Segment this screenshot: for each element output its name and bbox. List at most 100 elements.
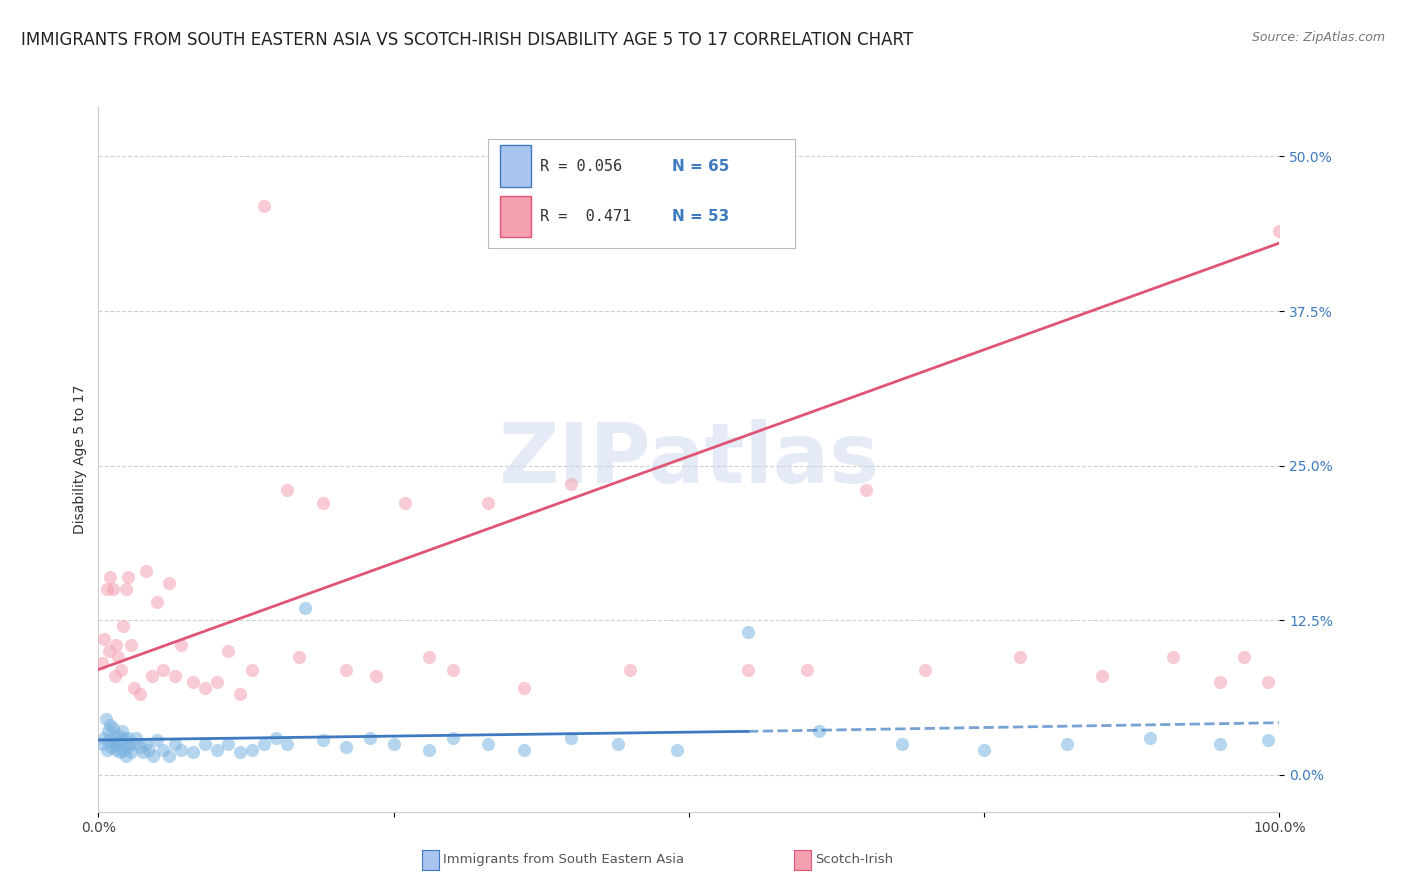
Point — [110, 663, 132, 677]
Point — [112, 731, 135, 745]
Point — [217, 644, 239, 658]
Point — [117, 570, 139, 584]
Point — [96, 743, 118, 757]
Point — [152, 663, 174, 677]
Point — [165, 737, 187, 751]
Point — [560, 731, 582, 745]
Text: Scotch-Irish: Scotch-Irish — [815, 854, 894, 866]
Point — [288, 650, 311, 665]
Point — [796, 663, 818, 677]
Point — [98, 644, 121, 658]
Point — [205, 743, 228, 757]
Point — [1209, 737, 1232, 751]
Point — [335, 663, 357, 677]
Point — [1056, 737, 1078, 751]
Point — [104, 669, 127, 683]
Point — [737, 625, 759, 640]
Point — [128, 687, 150, 701]
Point — [441, 731, 464, 745]
Point — [93, 731, 115, 745]
Point — [121, 745, 143, 759]
Point — [101, 721, 124, 735]
Point — [253, 199, 276, 213]
Point — [890, 737, 912, 751]
Point — [107, 650, 129, 665]
Point — [138, 743, 160, 757]
Point — [181, 745, 204, 759]
Point — [100, 740, 122, 755]
Point — [264, 731, 287, 745]
Point — [101, 582, 124, 597]
Point — [276, 483, 298, 498]
Point — [112, 743, 135, 757]
Point — [1139, 731, 1161, 745]
Point — [855, 483, 877, 498]
Text: Immigrants from South Eastern Asia: Immigrants from South Eastern Asia — [443, 854, 683, 866]
Point — [1233, 650, 1256, 665]
Point — [240, 743, 263, 757]
Point — [312, 733, 335, 747]
Point — [335, 740, 357, 755]
Point — [1161, 650, 1184, 665]
Point — [146, 594, 169, 608]
Point — [1091, 669, 1114, 683]
Point — [382, 737, 405, 751]
Point — [105, 737, 128, 751]
Text: ZIPatlas: ZIPatlas — [499, 419, 879, 500]
Point — [294, 600, 316, 615]
Point — [96, 582, 118, 597]
Point — [107, 728, 129, 742]
Point — [229, 745, 252, 759]
Point — [240, 663, 263, 677]
Point — [98, 733, 121, 747]
Point — [394, 496, 416, 510]
Point — [97, 724, 120, 739]
Point — [512, 743, 534, 757]
Point — [132, 745, 155, 759]
Point — [359, 731, 381, 745]
Point — [146, 733, 169, 747]
Point — [312, 496, 335, 510]
Point — [105, 638, 128, 652]
Point — [1268, 224, 1291, 238]
Point — [181, 674, 204, 689]
Point — [93, 632, 115, 646]
Point — [118, 737, 141, 751]
Point — [1257, 674, 1279, 689]
Point — [914, 663, 936, 677]
Point — [170, 638, 193, 652]
Point — [110, 733, 132, 747]
Point — [619, 663, 641, 677]
Point — [128, 740, 150, 755]
Text: IMMIGRANTS FROM SOUTH EASTERN ASIA VS SCOTCH-IRISH DISABILITY AGE 5 TO 17 CORREL: IMMIGRANTS FROM SOUTH EASTERN ASIA VS SC… — [21, 31, 914, 49]
Point — [276, 737, 298, 751]
Point — [560, 477, 582, 491]
Point — [157, 749, 180, 764]
Point — [737, 663, 759, 677]
Point — [1008, 650, 1031, 665]
Point — [115, 740, 138, 755]
Point — [1257, 733, 1279, 747]
Point — [477, 737, 499, 751]
Point — [253, 737, 276, 751]
Point — [165, 669, 187, 683]
Point — [122, 737, 145, 751]
Point — [94, 712, 117, 726]
Point — [477, 496, 499, 510]
Point — [112, 619, 135, 633]
Point — [105, 743, 128, 757]
Point — [104, 731, 127, 745]
Point — [114, 749, 136, 764]
Point — [217, 737, 239, 751]
Point — [141, 669, 163, 683]
Text: Source: ZipAtlas.com: Source: ZipAtlas.com — [1251, 31, 1385, 45]
Point — [418, 650, 440, 665]
Y-axis label: Disability Age 5 to 17: Disability Age 5 to 17 — [73, 384, 87, 534]
Point — [194, 737, 217, 751]
Point — [108, 745, 131, 759]
Point — [170, 743, 193, 757]
Point — [666, 743, 689, 757]
Point — [142, 749, 165, 764]
Point — [441, 663, 464, 677]
Point — [973, 743, 995, 757]
